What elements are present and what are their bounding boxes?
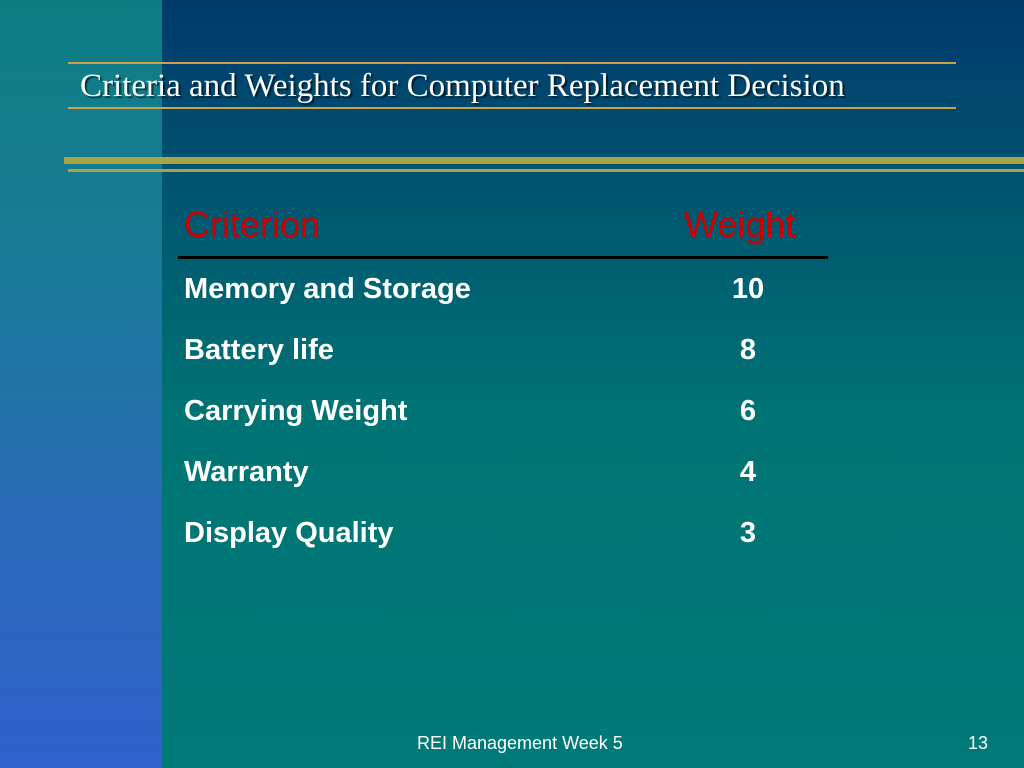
weight-cell: 8	[739, 334, 757, 366]
page-number: 13	[967, 733, 988, 753]
criterion-cell: Memory and Storage	[184, 273, 471, 305]
table-row: Battery life 8	[184, 334, 826, 395]
criterion-cell: Warranty	[184, 456, 309, 488]
table-row: Display Quality 3	[184, 517, 826, 578]
weight-cell: 3	[739, 517, 757, 549]
table-row: Memory and Storage 10	[184, 273, 826, 334]
criterion-cell: Display Quality	[184, 517, 394, 549]
table-row: Carrying Weight 6	[184, 395, 826, 456]
table-row: Warranty 4	[184, 456, 826, 517]
weight-cell: 4	[739, 456, 757, 488]
left-accent-band	[0, 0, 162, 768]
slide-title: Criteria and Weights for Computer Replac…	[80, 68, 845, 104]
criteria-table: Criterion Weight Memory and Storage 10 B…	[184, 200, 826, 549]
title-top-line	[68, 62, 956, 64]
title-bottom-line	[68, 107, 956, 109]
criterion-cell: Battery life	[184, 334, 334, 366]
footer-text: REI Management Week 5	[417, 733, 623, 753]
header-rule-thick	[64, 157, 1024, 164]
table-header: Criterion Weight	[184, 200, 826, 256]
weight-cell: 10	[731, 273, 765, 305]
column-header-criterion: Criterion	[184, 204, 321, 245]
weight-cell: 6	[739, 395, 757, 427]
header-rule-thin	[68, 169, 1024, 172]
criterion-cell: Carrying Weight	[184, 395, 408, 427]
table-header-underline	[178, 256, 828, 259]
table-body: Memory and Storage 10 Battery life 8 Car…	[184, 273, 826, 578]
column-header-weight: Weight	[684, 204, 796, 245]
